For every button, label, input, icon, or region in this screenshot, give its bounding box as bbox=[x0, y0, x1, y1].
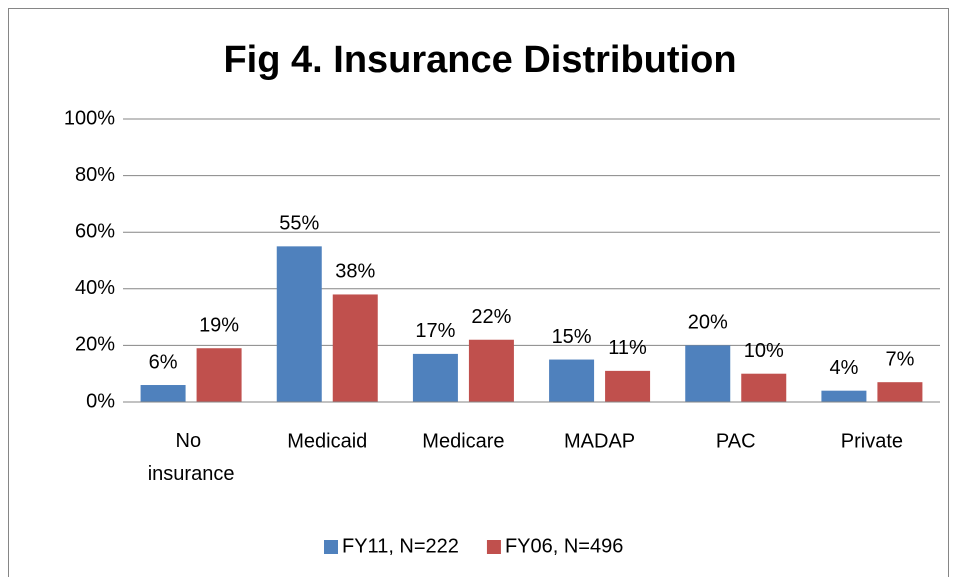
chart-title: Fig 4. Insurance Distribution bbox=[223, 39, 736, 81]
y-tick-label: 100% bbox=[64, 107, 115, 129]
y-tick-label: 0% bbox=[86, 390, 115, 412]
data-label: 6% bbox=[149, 351, 178, 373]
bar bbox=[605, 370, 651, 402]
chart-frame bbox=[8, 8, 949, 577]
bar bbox=[821, 390, 867, 402]
bar bbox=[549, 359, 595, 402]
data-label: 17% bbox=[415, 320, 455, 342]
data-label: 38% bbox=[335, 261, 375, 283]
legend-label: FY06, N=496 bbox=[505, 535, 623, 557]
data-label: 10% bbox=[744, 340, 784, 362]
data-label: 22% bbox=[471, 306, 511, 328]
legend-swatch bbox=[324, 540, 338, 554]
data-label: 11% bbox=[608, 337, 647, 359]
data-label: 15% bbox=[552, 326, 592, 348]
bar bbox=[685, 345, 731, 402]
y-tick-label: 20% bbox=[75, 334, 115, 356]
legend-swatch bbox=[486, 540, 501, 554]
bar bbox=[332, 294, 378, 402]
bar bbox=[412, 353, 458, 402]
data-label: 4% bbox=[829, 357, 858, 379]
data-label: 20% bbox=[688, 312, 728, 334]
y-tick-label: 80% bbox=[75, 164, 115, 186]
x-tick-label: Medicare bbox=[422, 430, 504, 452]
x-tick-label: PAC bbox=[716, 430, 756, 452]
data-label: 7% bbox=[885, 348, 914, 370]
y-tick-label: 60% bbox=[75, 220, 115, 242]
bar bbox=[741, 373, 787, 402]
x-tick-label: Private bbox=[841, 430, 903, 452]
x-tick-label: MADAP bbox=[564, 430, 635, 452]
bar bbox=[877, 382, 923, 402]
bar bbox=[140, 385, 186, 402]
y-tick-label: 40% bbox=[75, 277, 115, 299]
bar bbox=[468, 339, 514, 402]
data-label: 19% bbox=[199, 315, 239, 337]
legend-label: FY11, N=222 bbox=[342, 535, 459, 557]
bar bbox=[276, 246, 322, 402]
data-label: 55% bbox=[279, 213, 319, 235]
x-tick-label: Medicaid bbox=[287, 430, 367, 452]
x-tick-label: No insurance bbox=[148, 430, 235, 485]
bar bbox=[196, 348, 242, 402]
